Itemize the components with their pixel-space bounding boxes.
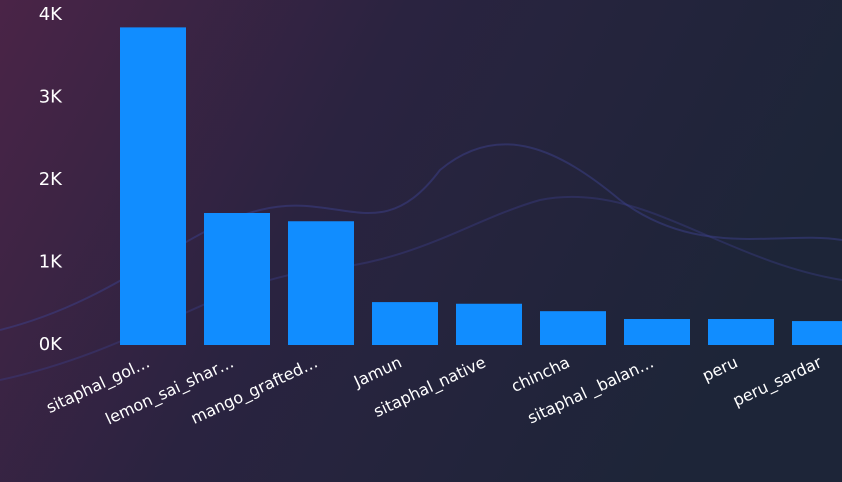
y-tick-label: 4K [39, 4, 63, 25]
bar [708, 319, 774, 345]
bar [792, 321, 842, 345]
bar [372, 302, 438, 345]
y-tick-label: 1K [39, 252, 63, 273]
y-tick-label: 0K [39, 334, 63, 355]
bar [288, 221, 354, 345]
bar [120, 27, 186, 345]
y-tick-label: 2K [39, 169, 63, 190]
y-tick-label: 3K [39, 87, 63, 108]
bar [456, 303, 522, 345]
bar [540, 311, 606, 345]
bar [624, 319, 690, 345]
bar [204, 213, 270, 345]
